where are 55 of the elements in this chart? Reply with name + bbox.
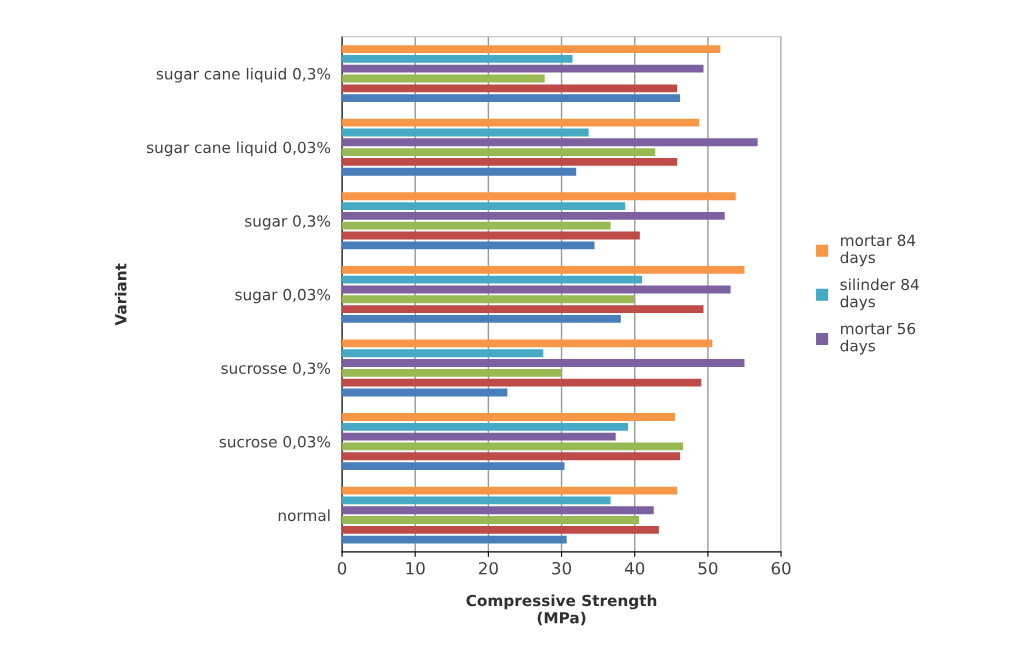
bar: [342, 138, 758, 147]
bar: [342, 45, 721, 53]
y-axis-title: Variant: [114, 263, 127, 326]
bar: [342, 148, 656, 157]
bar: [342, 265, 745, 274]
bar: [342, 462, 565, 470]
x-tick-label: 0: [337, 561, 347, 575]
bar: [342, 241, 595, 250]
bar: [342, 295, 634, 304]
bar: [342, 535, 567, 544]
bar: [342, 314, 621, 323]
bar: [342, 496, 611, 505]
bar: [342, 486, 678, 495]
bar: [342, 525, 659, 534]
bar: [342, 211, 725, 220]
y-tick-label: sucrose 0,03%: [219, 436, 331, 450]
bar: [342, 413, 675, 421]
x-tick-label: 40: [624, 561, 645, 575]
bar: [342, 452, 681, 461]
bar: [342, 221, 611, 230]
y-tick-label: sugar cane liquid 0,03%: [147, 141, 331, 157]
bar: [342, 516, 640, 524]
bar: [342, 167, 577, 176]
bar: [342, 368, 562, 377]
y-tick-label: sucrosse 0,3%: [221, 362, 331, 376]
bar: [342, 275, 643, 284]
bar: [342, 84, 678, 93]
bar: [342, 432, 616, 441]
x-tick-label: 20: [479, 561, 498, 575]
bar: [342, 157, 678, 166]
y-tick-label: normal: [278, 509, 330, 522]
bar: [342, 202, 626, 210]
legend-label: silinder 84 days: [840, 278, 919, 311]
bar: [342, 339, 713, 348]
y-tick-label: sugar 0,3%: [245, 215, 331, 230]
x-tick-label: 30: [552, 561, 572, 575]
x-axis-title: Compressive Strength (MPa): [466, 594, 657, 626]
legend-label: mortar 56 days: [840, 322, 916, 355]
bar: [342, 192, 736, 201]
bar: [342, 118, 700, 127]
y-tick-label: sugar 0,03%: [235, 288, 331, 304]
x-tick-label: 60: [771, 561, 791, 575]
bar: [342, 378, 702, 387]
bar: [342, 422, 629, 431]
bar: [342, 54, 573, 63]
legend-label: mortar 84 days: [840, 234, 916, 267]
bar: [342, 359, 745, 367]
bar: [342, 506, 654, 515]
bar: [342, 349, 544, 358]
y-tick-label: sugar cane liquid 0,3%: [156, 67, 331, 83]
x-tick-label: 50: [698, 561, 718, 575]
bar: [342, 94, 681, 103]
bar: [342, 64, 704, 73]
bar: [342, 305, 704, 313]
x-tick-label: 10: [406, 561, 425, 575]
